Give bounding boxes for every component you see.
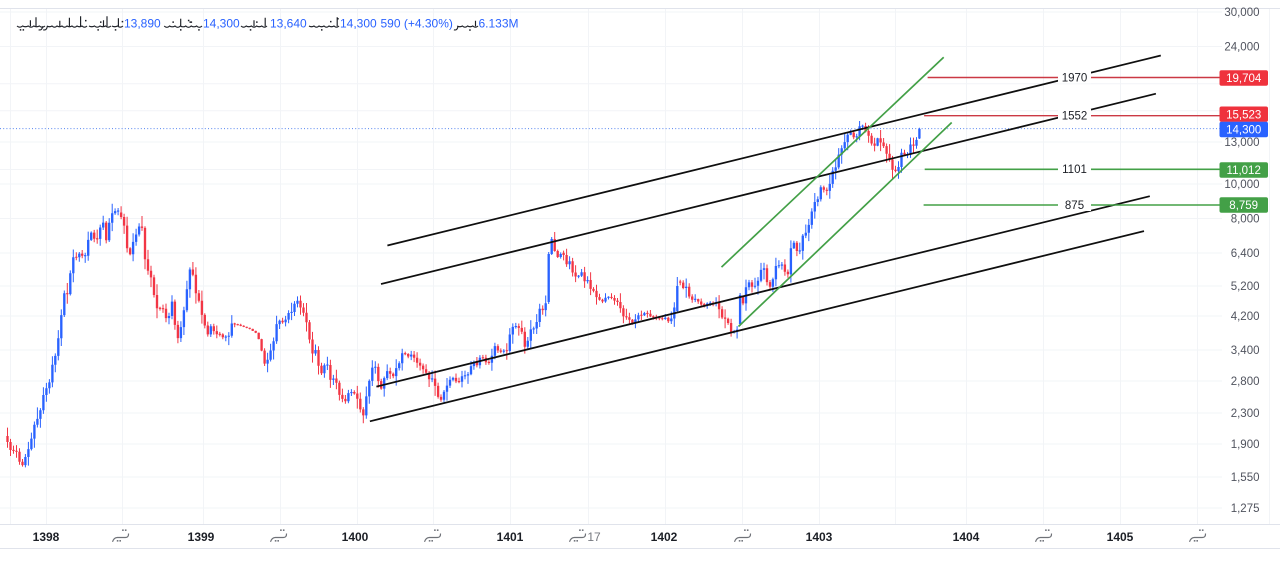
svg-text:1404: 1404 [953, 530, 980, 544]
svg-text:19,704: 19,704 [1226, 73, 1262, 85]
svg-text:5,200: 5,200 [1231, 281, 1260, 293]
svg-text:1403: 1403 [806, 530, 833, 544]
svg-text:1,900: 1,900 [1231, 439, 1260, 451]
svg-text:1405: 1405 [1107, 530, 1134, 544]
svg-text:1101: 1101 [1062, 164, 1087, 176]
svg-text:24,000: 24,000 [1224, 42, 1259, 54]
svg-text:11,012: 11,012 [1227, 165, 1261, 177]
svg-text:1,550: 1,550 [1231, 472, 1260, 484]
svg-text:875: 875 [1065, 200, 1084, 212]
svg-text:2,300: 2,300 [1231, 408, 1260, 420]
svg-text:1399: 1399 [188, 530, 215, 544]
svg-text:6,400: 6,400 [1231, 248, 1260, 260]
svg-text:17: 17 [587, 530, 601, 544]
svg-text:1552: 1552 [1062, 111, 1088, 123]
svg-text:8,759: 8,759 [1229, 200, 1258, 212]
svg-text:15,523: 15,523 [1226, 109, 1261, 121]
svg-text:10,000: 10,000 [1224, 179, 1259, 191]
svg-text:4,200: 4,200 [1231, 311, 1260, 323]
svg-text:13,890: 13,890 [124, 17, 161, 31]
svg-text:590 (+4.30%): 590 (+4.30%) [381, 17, 453, 31]
svg-text:2,800: 2,800 [1231, 376, 1260, 388]
svg-text:1970: 1970 [1062, 72, 1088, 84]
svg-text:14,300: 14,300 [203, 17, 240, 31]
svg-text:14,300: 14,300 [1226, 125, 1261, 137]
svg-text:1398: 1398 [33, 530, 60, 544]
svg-text:1402: 1402 [651, 530, 678, 544]
svg-text:30,000: 30,000 [1224, 7, 1259, 19]
svg-text:3,400: 3,400 [1231, 345, 1260, 357]
svg-text:14,300: 14,300 [340, 17, 377, 31]
svg-text:13,640: 13,640 [270, 17, 307, 31]
svg-text:6.133M: 6.133M [479, 17, 519, 31]
svg-text:8,000: 8,000 [1231, 214, 1260, 226]
svg-text:13,000: 13,000 [1224, 137, 1259, 149]
svg-text:1,275: 1,275 [1231, 503, 1260, 515]
svg-text:1400: 1400 [342, 530, 369, 544]
svg-text:1401: 1401 [497, 530, 524, 544]
